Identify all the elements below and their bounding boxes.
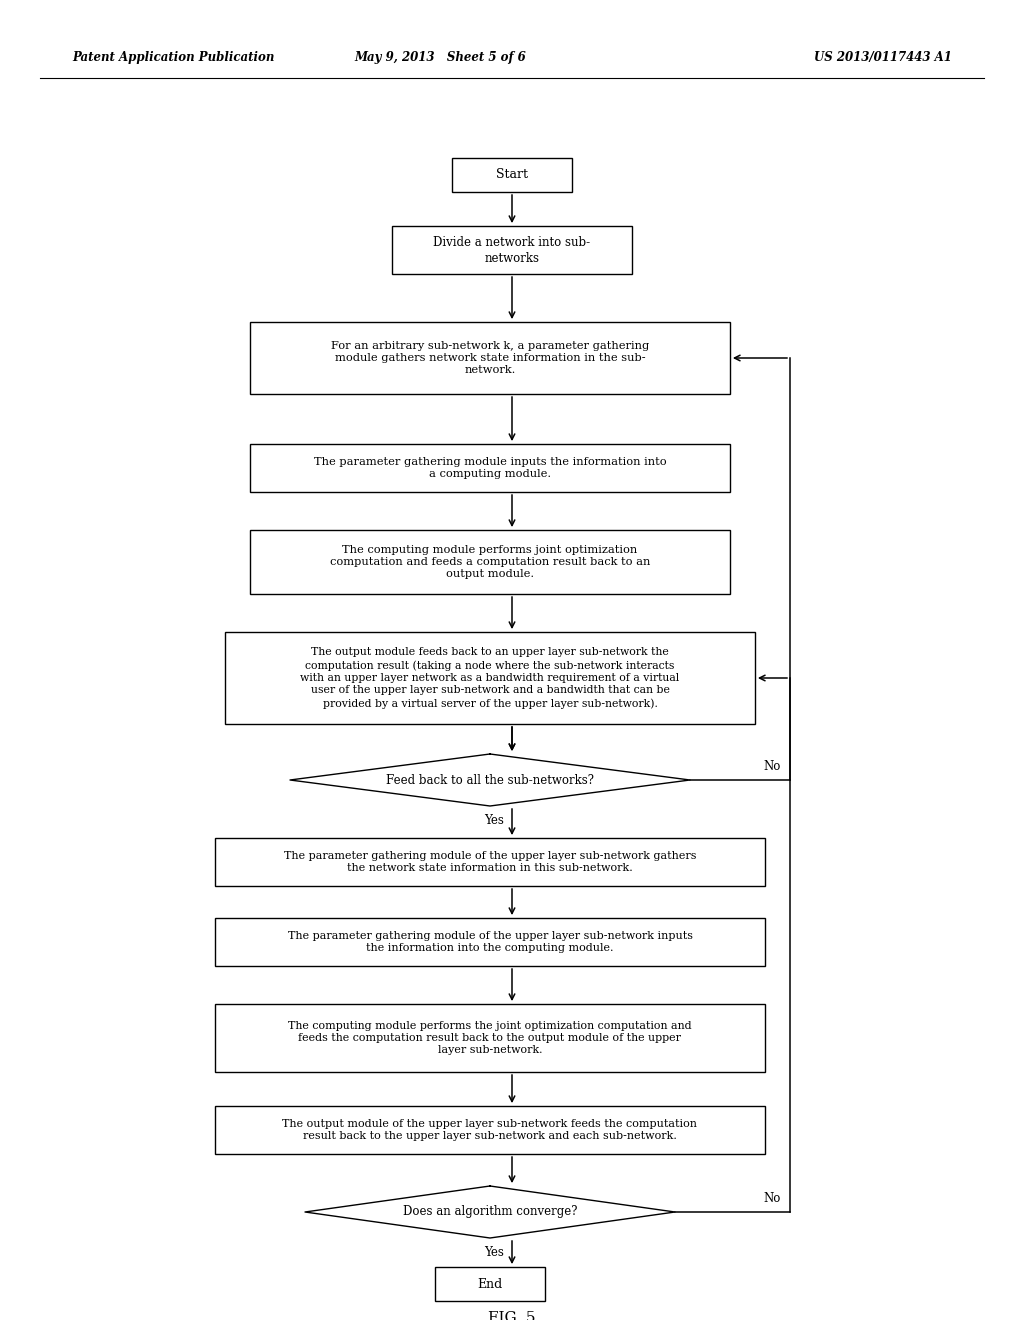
FancyBboxPatch shape xyxy=(250,322,730,393)
Text: Divide a network into sub-
networks: Divide a network into sub- networks xyxy=(433,235,591,264)
Polygon shape xyxy=(305,1185,675,1238)
FancyBboxPatch shape xyxy=(250,531,730,594)
Text: The parameter gathering module inputs the information into
a computing module.: The parameter gathering module inputs th… xyxy=(313,457,667,479)
Text: Patent Application Publication: Patent Application Publication xyxy=(72,51,274,65)
Text: The output module of the upper layer sub-network feeds the computation
result ba: The output module of the upper layer sub… xyxy=(283,1119,697,1142)
Text: Does an algorithm converge?: Does an algorithm converge? xyxy=(402,1205,578,1218)
Text: FIG. 5: FIG. 5 xyxy=(488,1311,536,1320)
FancyBboxPatch shape xyxy=(215,917,765,966)
FancyBboxPatch shape xyxy=(392,226,632,275)
Text: Yes: Yes xyxy=(484,813,504,826)
Text: Start: Start xyxy=(496,169,528,181)
FancyBboxPatch shape xyxy=(215,838,765,886)
FancyBboxPatch shape xyxy=(452,158,572,191)
FancyBboxPatch shape xyxy=(250,444,730,492)
FancyBboxPatch shape xyxy=(225,632,755,723)
Text: Yes: Yes xyxy=(484,1246,504,1258)
Text: May 9, 2013   Sheet 5 of 6: May 9, 2013 Sheet 5 of 6 xyxy=(354,51,526,65)
Text: US 2013/0117443 A1: US 2013/0117443 A1 xyxy=(814,51,952,65)
Text: The parameter gathering module of the upper layer sub-network gathers
the networ: The parameter gathering module of the up… xyxy=(284,851,696,874)
FancyBboxPatch shape xyxy=(215,1106,765,1154)
Text: No: No xyxy=(763,1192,780,1204)
Text: Feed back to all the sub-networks?: Feed back to all the sub-networks? xyxy=(386,774,594,787)
Text: The parameter gathering module of the upper layer sub-network inputs
the informa: The parameter gathering module of the up… xyxy=(288,931,692,953)
Text: The output module feeds back to an upper layer sub-network the
computation resul: The output module feeds back to an upper… xyxy=(300,648,680,709)
Text: The computing module performs the joint optimization computation and
feeds the c: The computing module performs the joint … xyxy=(288,1020,692,1056)
Text: The computing module performs joint optimization
computation and feeds a computa: The computing module performs joint opti… xyxy=(330,545,650,579)
Polygon shape xyxy=(290,754,690,807)
Text: For an arbitrary sub-network k, a parameter gathering
module gathers network sta: For an arbitrary sub-network k, a parame… xyxy=(331,341,649,375)
Text: No: No xyxy=(763,759,780,772)
FancyBboxPatch shape xyxy=(435,1267,545,1302)
Text: End: End xyxy=(477,1278,503,1291)
FancyBboxPatch shape xyxy=(215,1005,765,1072)
